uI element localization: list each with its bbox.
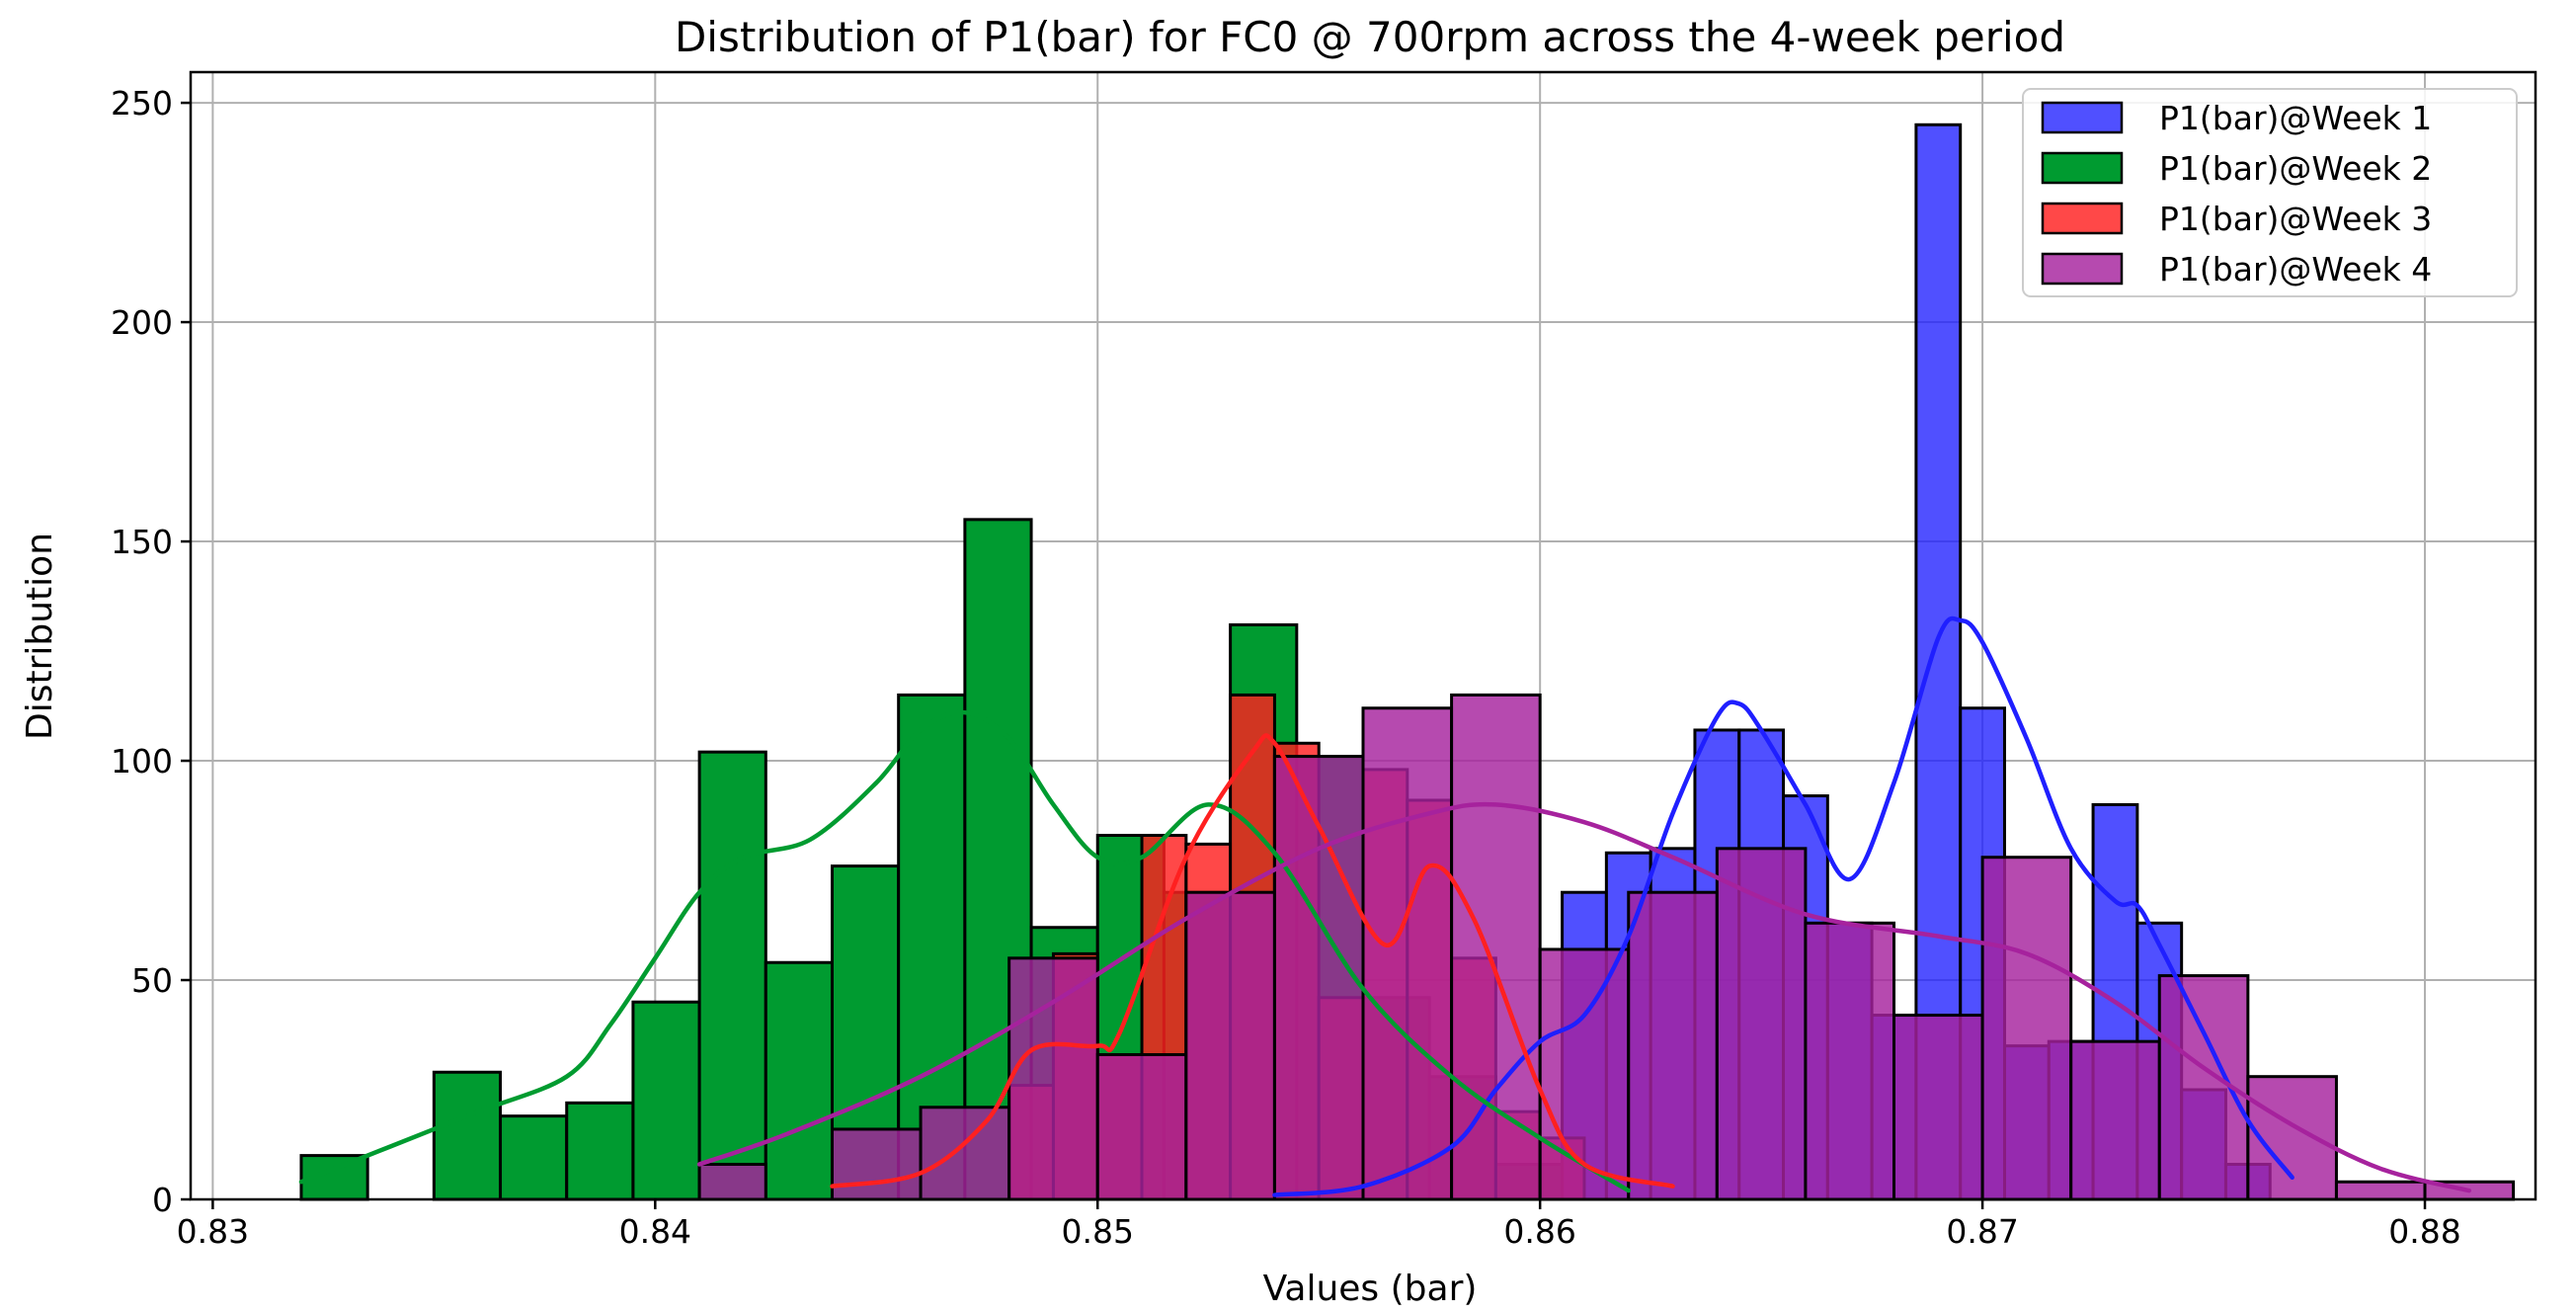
series-1-kde-line: [1272, 616, 2294, 1197]
histogram-bar: [764, 960, 834, 1201]
y-tick-label: 0: [152, 1181, 173, 1219]
legend-label: P1(bar)@Week 3: [2159, 200, 2432, 238]
chart-title: Distribution of P1(bar) for FC0 @ 700rpm…: [675, 13, 2065, 61]
legend-swatch: [2041, 101, 2124, 134]
x-tick-label: 0.86: [1503, 1212, 1575, 1251]
histogram-bars: [299, 123, 2516, 1201]
y-tick-label: 200: [111, 303, 173, 342]
x-tick-label: 0.85: [1062, 1212, 1134, 1251]
series-2-kde-line: [298, 709, 1631, 1193]
legend-swatch: [2041, 202, 2124, 235]
legend-box: [2022, 88, 2518, 297]
legend-swatch: [2041, 151, 2124, 185]
series-4-bars: [697, 693, 2516, 1201]
legend-label: P1(bar)@Week 1: [2159, 99, 2432, 137]
y-tick-label: 100: [111, 742, 173, 780]
y-tick-label: 150: [111, 523, 173, 561]
x-axis-label: Values (bar): [1263, 1269, 1478, 1309]
histogram-bar: [1980, 856, 2073, 1201]
histogram-bar: [1095, 1052, 1188, 1201]
plot-frame: [189, 70, 2537, 1201]
series-4-kde-line: [696, 801, 2472, 1193]
x-tick-label: 0.87: [1946, 1212, 2018, 1251]
x-tick-label: 0.83: [177, 1212, 249, 1251]
histogram-bar: [1715, 847, 1808, 1201]
y-axis-ticks: 0 50 100 150 200 250: [111, 84, 191, 1219]
legend: P1(bar)@Week 1 P1(bar)@Week 2 P1(bar)@Week…: [2022, 88, 2518, 297]
y-tick-label: 250: [111, 84, 173, 123]
legend-swatch: [2041, 252, 2124, 286]
legend-label: P1(bar)@Week 4: [2159, 250, 2432, 288]
legend-label: P1(bar)@Week 2: [2159, 149, 2432, 188]
histogram-bar: [697, 750, 767, 1201]
x-axis-ticks: 0.83 0.84 0.85 0.86 0.87 0.88: [177, 1199, 2461, 1251]
kde-curves: [298, 616, 2472, 1197]
histogram-bar: [1804, 921, 1896, 1201]
y-tick-label: 50: [131, 961, 173, 1000]
histogram-bar: [1361, 706, 1454, 1201]
histogram-bar: [1892, 1014, 1984, 1201]
histogram-bar: [432, 1070, 503, 1201]
histogram-bar: [1184, 890, 1276, 1201]
histogram-bar: [565, 1101, 635, 1201]
histogram-bar: [1007, 956, 1099, 1201]
histogram-bar: [919, 1106, 1011, 1201]
histogram-bar: [1627, 890, 1719, 1201]
x-tick-label: 0.88: [2388, 1212, 2460, 1251]
histogram-bar: [1538, 947, 1631, 1201]
histogram-bar: [631, 1000, 701, 1201]
histogram-bar: [499, 1114, 569, 1201]
x-tick-label: 0.84: [619, 1212, 691, 1251]
y-axis-label: Distribution: [20, 533, 60, 740]
histogram-bar: [830, 1127, 923, 1201]
histogram-bar: [697, 1162, 767, 1201]
histogram-bar: [2334, 1180, 2427, 1201]
histogram-bar: [2069, 1039, 2161, 1201]
series-3-kde-line: [830, 733, 1675, 1189]
histogram-bar: [1450, 693, 1542, 1201]
